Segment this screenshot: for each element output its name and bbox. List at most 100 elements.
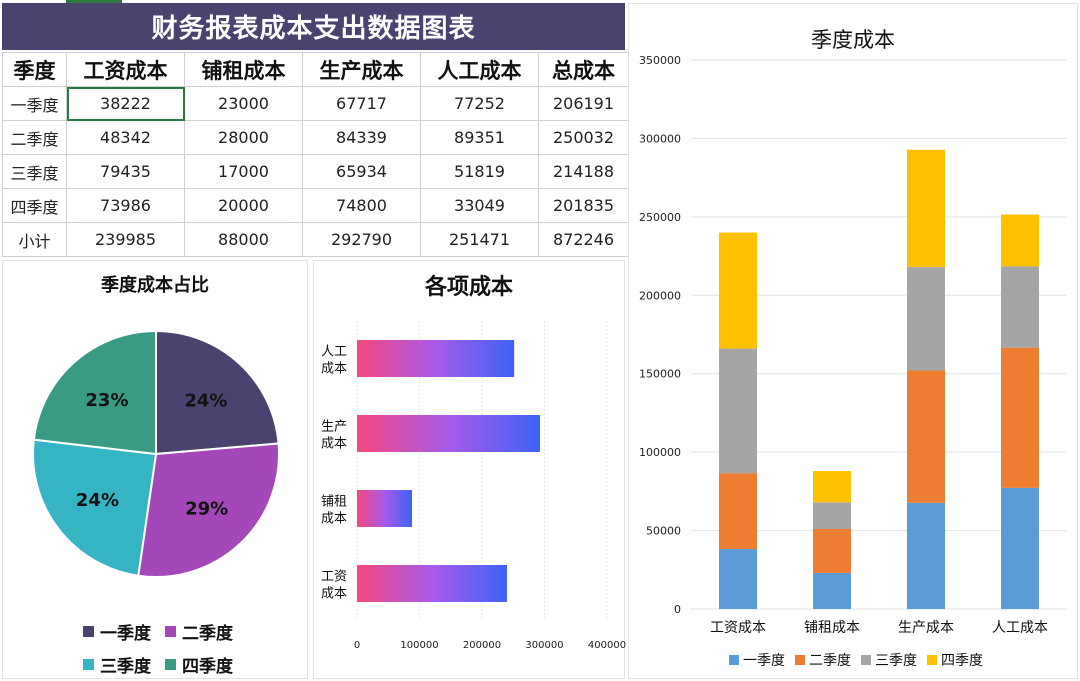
table-cell[interactable]: 239985 (66, 222, 185, 257)
table-cell[interactable]: 51819 (420, 154, 539, 189)
table-cell[interactable]: 84339 (302, 120, 421, 155)
table-cell[interactable]: 250032 (538, 120, 629, 155)
stacked-legend: 一季度 二季度 三季度 四季度 (729, 650, 983, 670)
table-cell[interactable]: 872246 (538, 222, 629, 257)
table-cell[interactable]: 20000 (184, 188, 303, 223)
legend-swatch (861, 655, 871, 665)
table-row: 四季度 73986 20000 74800 33049 201835 (2, 188, 629, 223)
legend-label: 三季度 (100, 657, 151, 677)
y-tick-label: 0 (674, 603, 681, 616)
table-cell[interactable]: 一季度 (2, 86, 67, 121)
header-production-cost: 生产成本 (302, 52, 421, 87)
table-cell[interactable]: 33049 (420, 188, 539, 223)
legend-item: 三季度 (861, 650, 917, 670)
table-header-row: 季度 工资成本 铺租成本 生产成本 人工成本 总成本 (2, 52, 629, 87)
table-row: 三季度 79435 17000 65934 51819 214188 (2, 154, 629, 189)
legend-item: 二季度 (795, 650, 851, 670)
hbar-chart-panel[interactable]: 各项成本 0 100000 200000 300000 400000 工资 成本 铺租 成本 生产… (313, 260, 626, 679)
hbar-bar (357, 415, 540, 452)
table-cell[interactable]: 89351 (420, 120, 539, 155)
table-cell[interactable]: 17000 (184, 154, 303, 189)
table-cell[interactable]: 23000 (184, 86, 303, 121)
table-cell[interactable]: 201835 (538, 188, 629, 223)
table-row: 二季度 48342 28000 84339 89351 250032 (2, 120, 629, 155)
table-row: 一季度 38222 23000 67717 77252 206191 (2, 86, 629, 121)
table-cell[interactable]: 小计 (2, 222, 67, 257)
x-tick-label: 400000 (588, 640, 626, 651)
y-tick-label: 100000 (639, 446, 681, 459)
stacked-bar-segment (907, 267, 945, 371)
legend-label: 四季度 (941, 653, 983, 669)
table-cell[interactable]: 77252 (420, 86, 539, 121)
stacked-bar-segment (719, 549, 757, 609)
y-tick-label: 250000 (639, 211, 681, 224)
table-cell[interactable]: 48342 (66, 120, 185, 155)
table-row-subtotal: 小计 239985 88000 292790 251471 872246 (2, 222, 629, 257)
category-label: 人工 (321, 345, 347, 360)
stacked-bar-segment (907, 502, 945, 609)
hbar-bar (357, 340, 515, 377)
legend-swatch (83, 659, 94, 670)
hbar-chart-svg: 0 100000 200000 300000 400000工资成本铺租成本生产成本人工成… (321, 321, 626, 651)
table-cell[interactable]: 214188 (538, 154, 629, 189)
table-cell[interactable]: 67717 (302, 86, 421, 121)
stacked-bar-segment (1001, 347, 1039, 488)
sheet-title-banner: 财务报表成本支出数据图表 (2, 3, 625, 50)
selected-cell[interactable]: 38222 (66, 86, 185, 121)
table-cell[interactable]: 88000 (184, 222, 303, 257)
y-tick-label: 350000 (639, 54, 681, 67)
category-label: 铺租 (321, 495, 347, 510)
stacked-bar-segment (813, 502, 851, 530)
pie-slice (32, 329, 157, 456)
stacked-bar-segment (719, 232, 757, 349)
stacked-bar-segment (907, 370, 945, 503)
x-tick-label: 100000 (400, 640, 438, 651)
legend-label: 三季度 (875, 653, 917, 669)
x-tick-label: 200000 (463, 640, 501, 651)
x-tick-label: 0 (354, 640, 360, 651)
legend-label: 一季度 (743, 653, 785, 669)
table-cell[interactable]: 74800 (302, 188, 421, 223)
category-label: 成本 (321, 587, 347, 602)
table-cell[interactable]: 79435 (66, 154, 185, 189)
stacked-bar-segment (719, 473, 757, 550)
table-cell[interactable]: 28000 (184, 120, 303, 155)
legend-item: 四季度 (165, 652, 233, 677)
legend-label: 一季度 (100, 624, 151, 644)
legend-label: 二季度 (809, 653, 851, 669)
header-total-cost: 总成本 (538, 52, 629, 87)
hbar-bar (357, 565, 507, 602)
pie-data-label: 24% (76, 490, 119, 511)
category-label: 成本 (321, 512, 347, 527)
x-category-label: 工资成本 (710, 620, 766, 636)
legend-label: 四季度 (182, 657, 233, 677)
x-tick-label: 300000 (525, 640, 563, 651)
pie-chart-panel[interactable]: 季度成本占比 24% 29% 24% 23% 一季度 二季度 三季度 四季度 (2, 260, 308, 679)
category-label: 生产 (321, 420, 347, 435)
header-labor-cost: 人工成本 (420, 52, 539, 87)
table-cell[interactable]: 四季度 (2, 188, 67, 223)
cost-data-table: 季度 工资成本 铺租成本 生产成本 人工成本 总成本 一季度 38222 230… (2, 52, 629, 257)
header-rent-cost: 铺租成本 (184, 52, 303, 87)
table-cell[interactable]: 251471 (420, 222, 539, 257)
legend-item: 一季度 (83, 619, 151, 644)
legend-swatch (165, 626, 176, 637)
stacked-bar-segment (813, 470, 851, 503)
pie-data-label: 23% (85, 390, 128, 411)
legend-swatch (165, 659, 176, 670)
table-cell[interactable]: 292790 (302, 222, 421, 257)
table-cell[interactable]: 二季度 (2, 120, 67, 155)
table-cell[interactable]: 73986 (66, 188, 185, 223)
legend-item: 一季度 (729, 650, 785, 670)
table-cell[interactable]: 三季度 (2, 154, 67, 189)
pie-slice (32, 438, 158, 577)
table-cell[interactable]: 206191 (538, 86, 629, 121)
stacked-chart-svg: 0 50000 100000 150000 200000 250000 300000 3500… (639, 54, 1067, 636)
y-tick-label: 150000 (639, 368, 681, 381)
pie-slice (137, 442, 280, 578)
legend-swatch (83, 626, 94, 637)
stacked-chart-panel[interactable]: 季度成本 0 50000 100000 150000 200000 250000 30000… (628, 3, 1078, 679)
x-category-label: 铺租成本 (804, 620, 860, 636)
table-cell[interactable]: 65934 (302, 154, 421, 189)
